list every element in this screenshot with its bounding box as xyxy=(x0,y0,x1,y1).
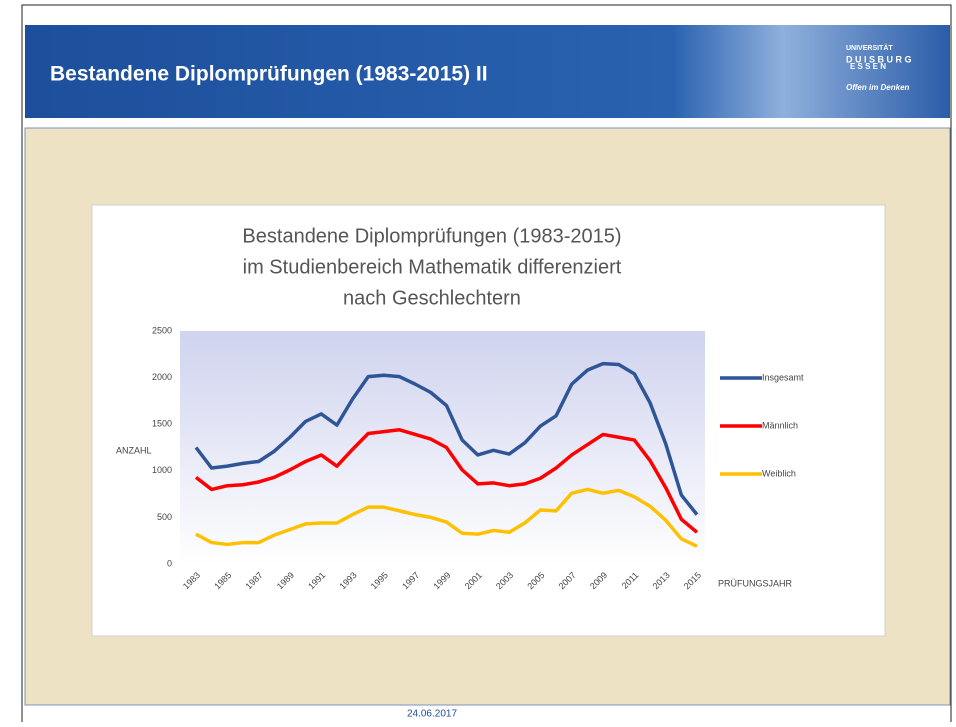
y-tick-label: 2000 xyxy=(152,372,172,382)
y-tick-label: 0 xyxy=(167,558,172,568)
plot-area xyxy=(180,331,705,564)
logo-text: UNIVERSITÄT xyxy=(846,44,893,52)
series-line xyxy=(195,487,698,548)
legend-label: Weiblich xyxy=(762,468,796,478)
logo-text: D U I S B U R G xyxy=(846,54,912,64)
chart-title: Bestandene Diplomprüfungen (1983-2015) xyxy=(242,225,621,247)
y-tick-label: 1500 xyxy=(152,419,172,429)
header-title: Bestandene Diplomprüfungen (1983-2015) I… xyxy=(50,63,488,86)
y-tick-label: 1000 xyxy=(152,465,172,475)
legend-label: Insgesamt xyxy=(762,372,804,382)
y-tick-label: 500 xyxy=(157,512,172,522)
y-tick-label: 2500 xyxy=(152,325,172,335)
x-axis-label: PRÜFUNGSJAHR xyxy=(718,578,793,588)
series-line xyxy=(194,428,699,534)
logo-text: Offen im Denken xyxy=(846,83,910,92)
chart-title: nach Geschlechtern xyxy=(343,287,521,309)
series-line xyxy=(194,361,699,516)
header-banner xyxy=(25,25,950,118)
chart-title: im Studienbereich Mathematik differenzie… xyxy=(243,256,622,278)
footer-date: 24.06.2017 xyxy=(407,709,457,720)
logo-text: E S S E N xyxy=(850,62,886,71)
logo: UNIVERSITÄT D U I S B U R G E S S E N Of… xyxy=(846,44,912,92)
legend-label: Männlich xyxy=(762,420,798,430)
y-axis-label: ANZAHL xyxy=(116,445,152,455)
